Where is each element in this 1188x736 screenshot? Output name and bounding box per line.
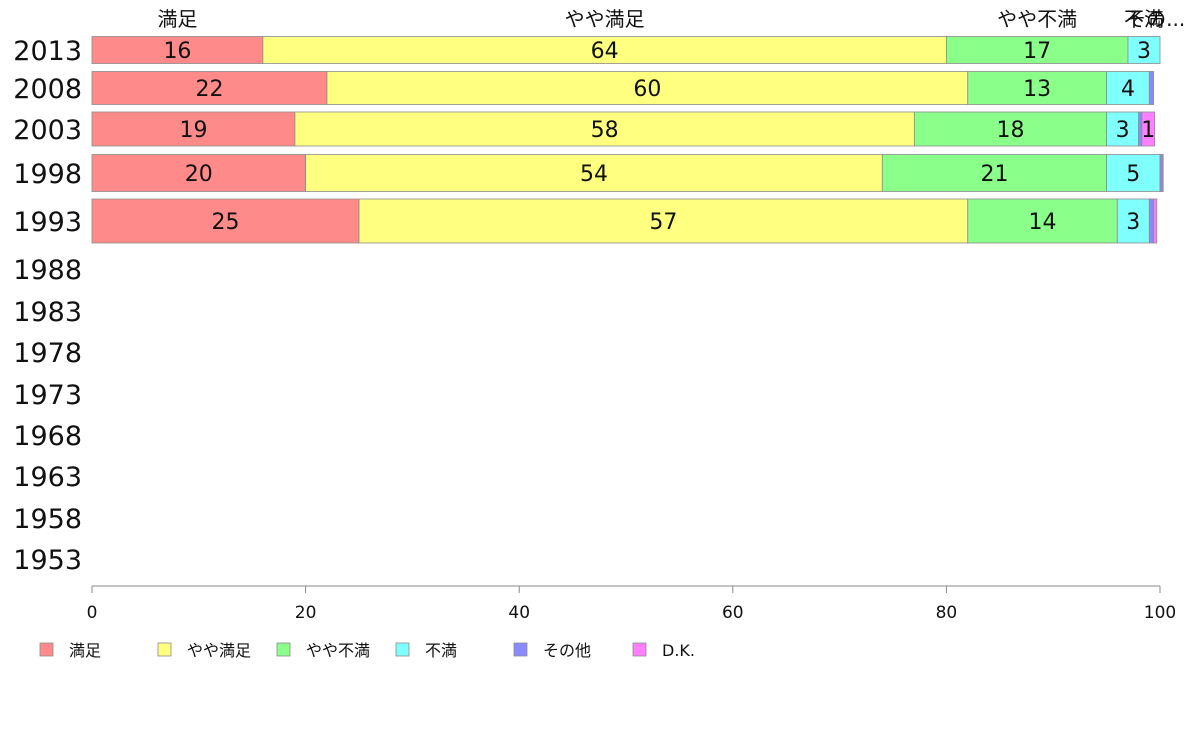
value-label-2013-2: 17: [1023, 39, 1051, 64]
top-label-1: やや満足: [565, 7, 645, 31]
top-label-3: 不満: [1124, 7, 1164, 31]
value-label-2003-3: 3: [1116, 118, 1130, 143]
value-label-1998-1: 54: [580, 162, 608, 187]
value-label-1993-1: 57: [649, 210, 677, 235]
value-label-2008-1: 60: [633, 77, 661, 102]
x-tick-label-100: 100: [1144, 603, 1176, 623]
bar-segment-1998-3: [1106, 154, 1161, 192]
legend: 満足 やや満足 やや不満 不満 その他 D.K.: [39, 641, 695, 660]
bar-segment-2008-2: [967, 71, 1108, 105]
bar-segment-2003-3: [1106, 111, 1140, 147]
year-label-1973: 1973: [13, 380, 82, 411]
x-tick-label-0: 0: [87, 603, 98, 623]
x-tick-label-40: 40: [508, 603, 530, 623]
value-label-2008-2: 13: [1023, 77, 1051, 102]
legend-swatch-1: [157, 642, 172, 657]
legend-swatch-0: [39, 642, 54, 657]
x-tick-label-60: 60: [722, 603, 744, 623]
bar-segment-2003-5: [1141, 111, 1156, 147]
bars: 16 64 17 322 60 13 419 58 18 3 120 54 21 525 57 14 3: [91, 36, 1164, 244]
top-label-0: 満足: [157, 7, 197, 31]
legend-label-2: やや不満: [306, 641, 370, 660]
bar-segment-2008-4: [1148, 71, 1154, 105]
value-label-2013-1: 64: [591, 39, 619, 64]
value-label-2003-2: 18: [996, 118, 1024, 143]
value-label-1993-0: 25: [212, 210, 240, 235]
x-axis: 0 20 40 60 80 100: [87, 585, 1176, 623]
year-label-1978: 1978: [13, 338, 82, 369]
legend-swatch-2: [276, 642, 291, 657]
year-label-1993: 1993: [13, 207, 82, 238]
year-label-2008: 2008: [13, 74, 82, 105]
value-label-2003-1: 58: [591, 118, 619, 143]
top-label-4: その...: [1126, 7, 1185, 31]
x-tick-label-20: 20: [295, 603, 317, 623]
bar-segment-2013-1: [262, 36, 947, 64]
top-label-2: やや不満: [997, 7, 1077, 31]
bar-segment-2013-0: [91, 36, 264, 64]
value-label-2003-5: 1: [1141, 118, 1155, 143]
year-label-2003: 2003: [13, 115, 82, 146]
bar-segment-1998-5: [1161, 154, 1164, 192]
year-label-1998: 1998: [13, 159, 82, 190]
year-label-1953: 1953: [13, 545, 82, 576]
year-label-2013: 2013: [13, 36, 82, 67]
bar-segment-1993-5: [1153, 198, 1158, 244]
year-label-1983: 1983: [13, 297, 82, 328]
value-label-2008-3: 4: [1121, 77, 1135, 102]
top-category-labels: 満足 やや満足 やや不満 不満その...: [157, 7, 1185, 31]
bar-segment-2013-3: [1127, 36, 1161, 64]
bar-segment-1993-3: [1116, 198, 1150, 244]
bar-segment-2008-1: [326, 71, 969, 105]
legend-label-5: D.K.: [662, 641, 695, 660]
legend-label-4: その他: [543, 641, 591, 660]
bar-segment-1993-2: [967, 198, 1118, 244]
value-label-2013-3: 3: [1137, 39, 1151, 64]
value-label-1993-3: 3: [1126, 210, 1140, 235]
legend-swatch-3: [395, 642, 410, 657]
bar-segment-1998-2: [881, 154, 1108, 192]
bar-segment-1993-4: [1148, 198, 1154, 244]
bar-segment-2003-0: [91, 111, 296, 147]
year-label-1968: 1968: [13, 421, 82, 452]
value-label-2008-0: 22: [195, 77, 223, 102]
bar-segment-1998-1: [305, 154, 883, 192]
bar-segment-2008-3: [1106, 71, 1150, 105]
value-label-2003-0: 19: [179, 118, 207, 143]
value-label-1998-2: 21: [980, 162, 1008, 187]
value-label-1998-3: 5: [1126, 162, 1140, 187]
year-label-1958: 1958: [13, 504, 82, 535]
year-label-1963: 1963: [13, 462, 82, 493]
value-label-2013-0: 16: [163, 39, 191, 64]
x-tick-label-80: 80: [936, 603, 958, 623]
year-label-1988: 1988: [13, 255, 82, 286]
value-label-1993-2: 14: [1029, 210, 1057, 235]
legend-swatch-5: [632, 642, 647, 657]
legend-label-0: 満足: [69, 641, 101, 660]
year-labels: 2013 2008 2003 1998 1993 1988 1983 1978 1973 1968…: [13, 36, 82, 576]
bar-segment-1993-0: [91, 198, 360, 244]
legend-label-3: 不満: [425, 641, 457, 660]
bar-segment-2008-0: [91, 71, 328, 105]
value-label-1998-0: 20: [185, 162, 213, 187]
bar-segment-2003-1: [294, 111, 915, 147]
bar-segment-2013-2: [946, 36, 1129, 64]
legend-swatch-4: [513, 642, 528, 657]
legend-label-1: やや満足: [187, 641, 251, 660]
